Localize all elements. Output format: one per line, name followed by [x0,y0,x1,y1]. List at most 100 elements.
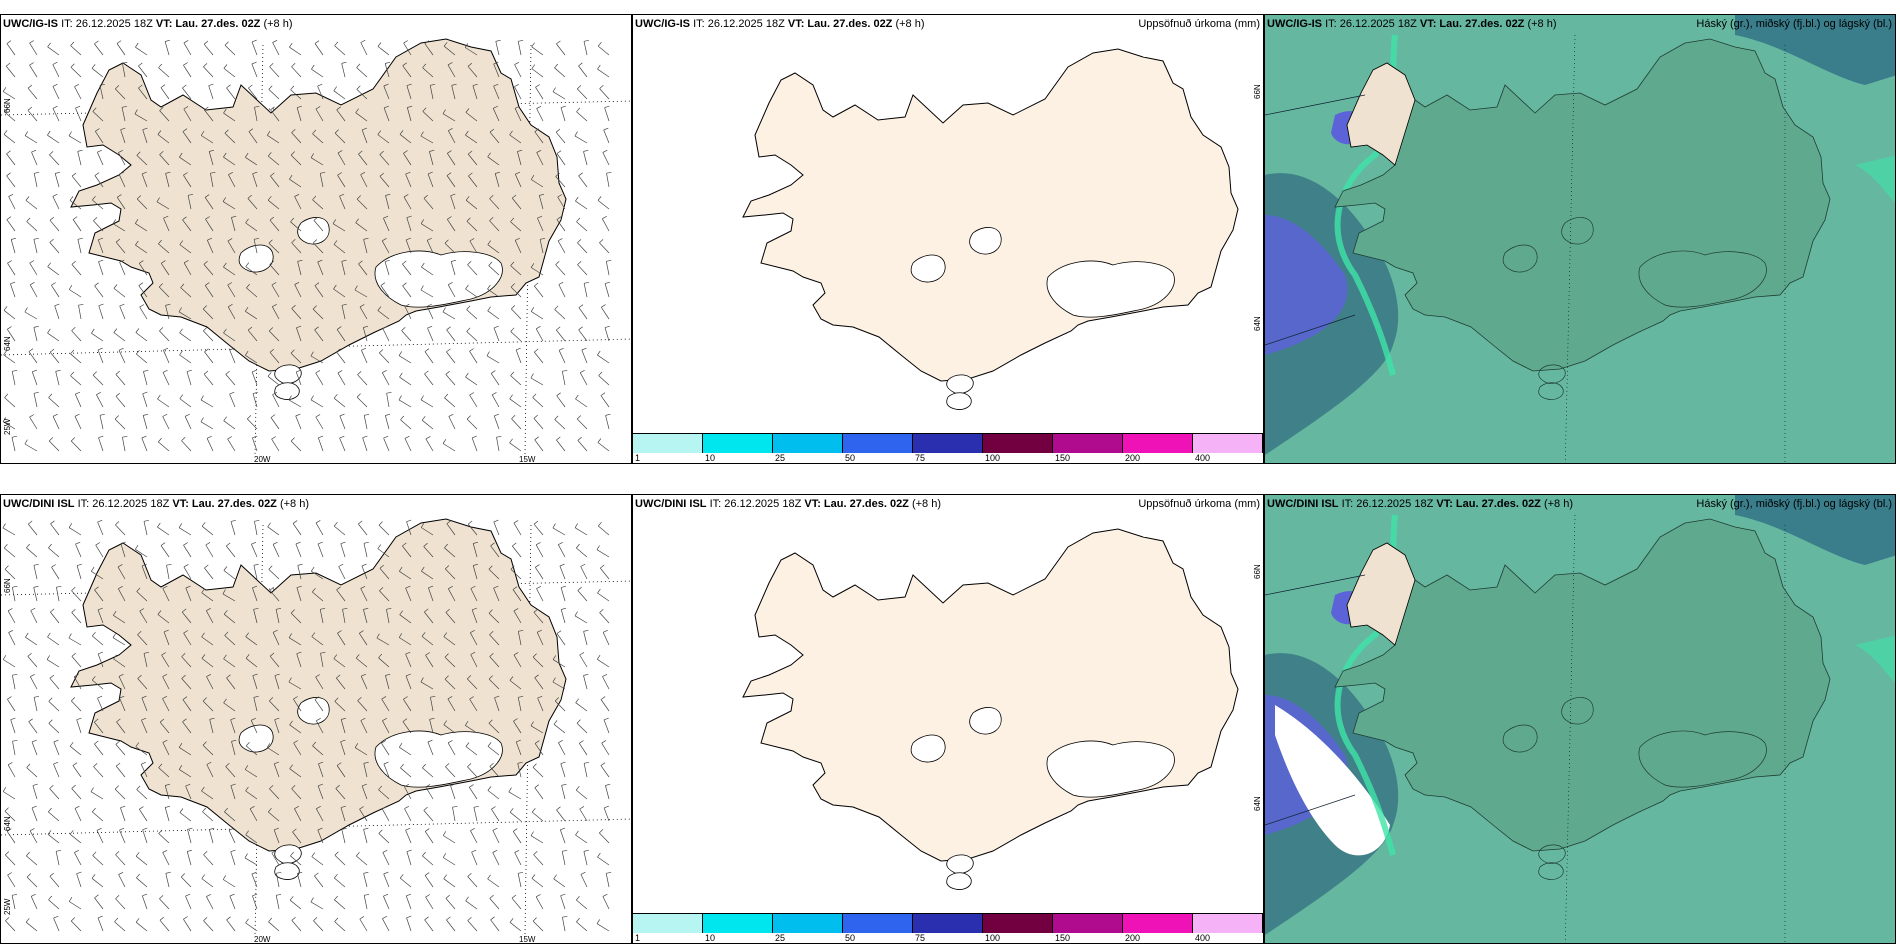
wind-barb [4,393,16,408]
wind-barb [376,633,390,646]
wind-barb [471,607,478,624]
map-title: Uppsöfnuð úrkoma (mm) [1138,18,1260,30]
wind-barb [50,608,60,624]
wind-barb [575,785,588,800]
wind-barb [382,325,390,342]
wind-barb [290,151,302,166]
wind-barb [493,585,500,602]
wind-barb [95,128,104,144]
wind-barb [204,194,214,210]
wind-barb [605,871,612,888]
wind-barb [119,259,126,276]
wind-barb [142,413,149,430]
wind-barb [310,153,324,166]
wind-barb [135,42,148,56]
wind-barb [317,259,324,276]
wind-barb [275,893,282,910]
wind-barb [422,851,434,866]
wind-barb [33,563,39,580]
wind-barb [290,851,302,866]
wind-barb [359,806,368,822]
wind-barb [27,652,38,668]
colorbar-label: 100 [985,933,1001,943]
wind-barb [336,106,346,122]
wind-barb [187,193,194,210]
wind-barb [297,259,303,276]
wind-barb [251,871,258,888]
wind-barb-map [1,518,631,936]
wind-barb [68,131,82,144]
wind-barb [71,172,82,188]
wind-barb [159,151,170,166]
wind-barb [515,739,522,756]
wind-barb [275,607,282,624]
wind-barb [3,306,16,320]
colorbar-swatch [703,434,773,453]
wind-barb [556,806,566,822]
lat-label-64n: 64N [3,336,12,351]
wind-barb [556,40,566,56]
wind-barb [511,194,522,210]
wind-barb [223,152,236,166]
wind-barb [469,784,478,800]
wind-barb [556,392,566,408]
wind-barb [532,763,544,778]
wind-barb [515,347,522,364]
wind-barb [270,172,280,188]
wind-barb [579,369,588,386]
wind-barb [400,415,412,430]
wind-barb [7,762,16,778]
wind-barb [489,217,500,232]
wind-barb [68,523,82,536]
wind-barb [203,917,214,932]
wind-barb [141,695,148,712]
wind-barb [342,607,348,624]
wind-barb [471,435,478,452]
wind-barb [315,717,324,734]
wind-barb [310,395,324,408]
wind-barb [69,830,82,844]
wind-barb [115,521,126,536]
wind-barb [289,42,302,56]
wind-barb [420,523,434,536]
wind-barb [429,149,435,166]
wind-barb [530,307,544,320]
wind-barb [47,632,60,646]
wind-barb [493,325,500,342]
wind-barb [252,585,258,602]
wind-barb [33,391,39,408]
wind-barb [47,830,60,844]
wind-barb [114,917,126,932]
wind-barb [252,893,258,910]
wind-barb [5,62,16,78]
wind-barb [577,261,588,276]
wind-barb [467,675,478,690]
wind-barb [355,218,368,232]
wind-barb [517,39,524,56]
wind-barb [252,435,258,452]
model-name: UWC/DINI ISL [1267,498,1339,510]
wind-barb [558,739,566,756]
map-title: Uppsöfnuð úrkoma (mm) [1138,498,1260,510]
wind-barb [382,849,390,866]
wind-barb [54,171,61,188]
wind-barb [514,171,522,188]
wind-barb [29,260,38,276]
wind-barb [579,740,588,756]
wind-barb [493,413,500,430]
wind-barb [405,237,412,254]
wind-barb [333,521,346,536]
wind-barb [118,347,126,364]
wind-barb [378,829,390,844]
wind-barb [114,415,126,430]
wind-barb [442,307,456,320]
wind-barb [536,105,544,122]
wind-barb [206,673,214,690]
wind-barb [363,541,369,558]
wind-barb [72,216,82,232]
wind-barb [225,762,236,778]
wind-barb [246,283,258,298]
wind-barb [356,85,368,100]
wind-barb [401,327,412,342]
wind-barb [465,721,478,734]
